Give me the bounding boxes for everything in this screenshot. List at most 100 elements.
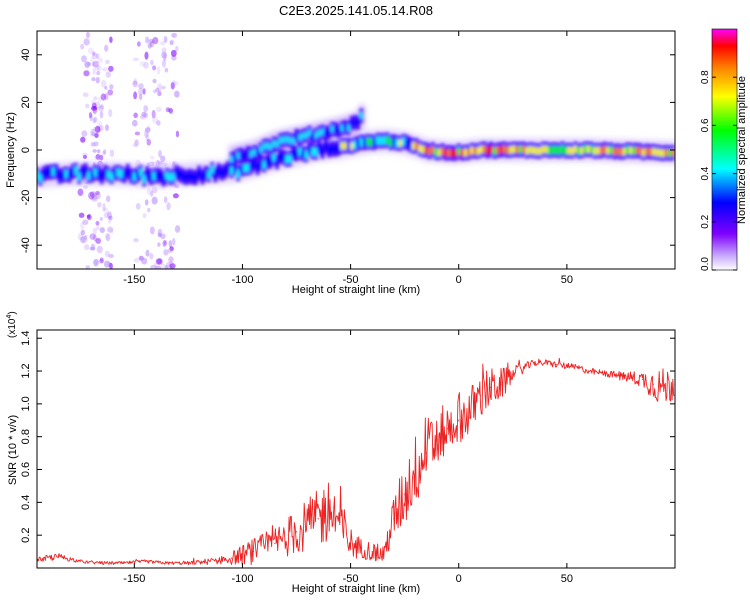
heatmap-cell xyxy=(648,148,652,156)
snr-data-point xyxy=(652,383,654,385)
heatmap-cell xyxy=(126,167,130,176)
heatmap-cell xyxy=(162,175,166,183)
heatmap-cell xyxy=(489,145,493,153)
heatmap-cell xyxy=(178,170,182,179)
heatmap-cell xyxy=(512,145,516,153)
bottom-y-tick-label: 0.4 xyxy=(20,495,32,510)
heatmap-cell xyxy=(119,170,123,178)
heatmap-cell xyxy=(486,147,490,155)
heatmap-noise-cell xyxy=(93,116,98,123)
heatmap-noise-cell xyxy=(133,139,139,148)
heatmap-noise-cell xyxy=(169,40,174,46)
heatmap-cell xyxy=(424,146,428,154)
heatmap-cell xyxy=(658,149,662,157)
snr-data-point xyxy=(631,377,633,379)
heatmap-cell xyxy=(100,172,104,181)
heatmap-noise-cell xyxy=(134,139,139,147)
heatmap-cell xyxy=(441,147,445,155)
heatmap-noise-cell xyxy=(81,235,88,244)
heatmap-noise-cell xyxy=(160,263,166,269)
heatmap-noise-cell xyxy=(145,133,149,142)
heatmap-noise-cell xyxy=(91,61,95,67)
bottom-x-tick-label: 0 xyxy=(456,573,462,585)
heatmap-noise-cell xyxy=(171,32,178,38)
heatmap-cell xyxy=(408,140,412,149)
heatmap-noise-cell xyxy=(84,61,90,67)
heatmap-cell xyxy=(243,153,246,160)
heatmap-cell xyxy=(320,147,324,155)
heatmap-cell xyxy=(240,151,243,158)
heatmap-cell xyxy=(239,165,243,173)
heatmap-cell xyxy=(298,148,302,156)
heatmap-cell xyxy=(305,132,308,138)
heatmap-noise-cell xyxy=(135,202,141,210)
heatmap-noise-cell xyxy=(163,239,168,246)
heatmap-cell xyxy=(350,142,354,150)
heatmap-cell xyxy=(593,147,597,155)
heatmap-cell xyxy=(382,137,386,145)
heatmap-cell xyxy=(106,170,110,178)
heatmap-noise-cell xyxy=(109,149,115,157)
heatmap-noise-cell xyxy=(163,196,168,204)
bottom-y-tick-label: 1.4 xyxy=(20,331,32,346)
heatmap-cell xyxy=(233,164,237,172)
bottom-x-tick-label: -100 xyxy=(231,573,253,585)
heatmap-cell xyxy=(668,149,672,157)
top-x-tick-label: -50 xyxy=(343,274,359,286)
heatmap-cell xyxy=(492,147,496,155)
heatmap-noise-cell xyxy=(174,225,181,233)
heatmap-noise-cell xyxy=(86,214,91,219)
heatmap-cell xyxy=(152,172,156,180)
heatmap-noise-cell xyxy=(174,90,180,98)
heatmap-cell xyxy=(470,147,474,155)
heatmap-noise-cell xyxy=(80,43,85,50)
heatmap-noise-cell xyxy=(91,131,95,137)
spectrogram-panel: -150 -100 -50 0 50 -40 -20 0 20 40 Height of str… xyxy=(5,30,676,296)
heatmap-noise-cell xyxy=(92,227,97,236)
snr-data-point xyxy=(609,373,611,375)
heatmap-noise-cell xyxy=(97,149,101,154)
heatmap-cell xyxy=(395,139,399,147)
heatmap-cell xyxy=(252,159,256,167)
bottom-y-axis: 0.2 0.4 0.6 0.8 1.0 1.2 1.4 xyxy=(20,331,675,543)
heatmap-cell xyxy=(334,126,337,133)
heatmap-noise-cell xyxy=(150,59,154,66)
heatmap-noise-cell xyxy=(131,119,138,127)
heatmap-cell xyxy=(327,146,331,154)
heatmap-cell xyxy=(632,147,636,155)
heatmap-cell xyxy=(97,169,101,177)
snr-data-point xyxy=(663,386,665,389)
heatmap-cell xyxy=(619,148,623,156)
heatmap-cell xyxy=(651,148,655,156)
heatmap-noise-cell xyxy=(96,245,103,254)
snr-data-point xyxy=(479,395,481,397)
heatmap-cell xyxy=(282,136,285,143)
heatmap-cell xyxy=(253,149,256,156)
top-y-axis: -40 -20 0 20 40 xyxy=(20,49,675,253)
heatmap-cell xyxy=(450,149,454,157)
heatmap-cell xyxy=(259,146,263,153)
snr-data-point xyxy=(349,542,352,544)
heatmap-noise-cell xyxy=(97,201,102,208)
snr-data-point xyxy=(382,554,384,556)
snr-panel: -150 -100 -50 0 50 0.2 0.4 0.6 0.8 1.0 1.2 1.4 Hei… xyxy=(6,311,676,595)
snr-data-point xyxy=(555,363,557,366)
heatmap-cell xyxy=(437,148,441,157)
heatmap-cell xyxy=(353,141,357,149)
heatmap-noise-cell xyxy=(172,193,179,199)
heatmap-cell xyxy=(580,147,584,155)
heatmap-noise-cell xyxy=(103,260,111,268)
heatmap-noise-cell xyxy=(99,217,103,221)
heatmap-noise-cell xyxy=(175,130,180,138)
heatmap-noise-cell xyxy=(84,103,90,109)
heatmap-cell xyxy=(570,147,574,155)
heatmap-noise-cell xyxy=(168,256,174,263)
heatmap-noise-cell xyxy=(106,211,112,219)
heatmap-cell xyxy=(165,172,169,180)
heatmap-noise-cell xyxy=(157,228,163,238)
heatmap-cell xyxy=(249,151,253,157)
top-y-tick-label: 20 xyxy=(20,96,32,108)
heatmap-cell xyxy=(622,147,626,156)
heatmap-cell xyxy=(256,163,260,171)
